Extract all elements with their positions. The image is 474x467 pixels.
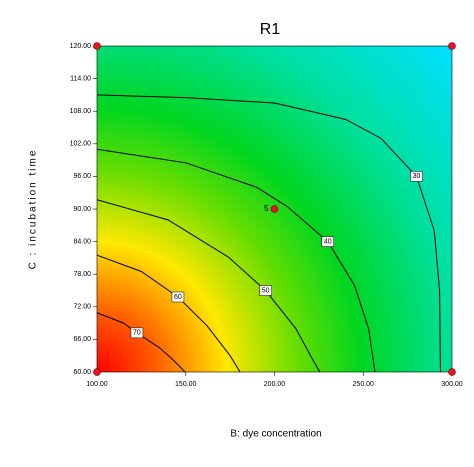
x-axis-label: B: dye concentration <box>230 429 321 440</box>
replicate-count: 5 <box>264 204 269 213</box>
design-point <box>448 368 456 376</box>
y-axis-label: C : incubation time <box>28 149 39 270</box>
y-tick-label: 90.00 <box>73 206 91 213</box>
contour-label-box <box>171 291 185 303</box>
contour-label-box <box>259 285 272 296</box>
contour-label: 50 <box>262 287 270 294</box>
y-tick-label: 108.00 <box>70 108 92 115</box>
y-tick-label: 120.00 <box>70 43 92 50</box>
y-tick-label: 114.00 <box>70 75 91 82</box>
y-tick-label: 102.00 <box>70 141 92 148</box>
contour-label-box <box>410 171 423 182</box>
design-point <box>448 42 456 50</box>
contour-label: 60 <box>174 294 182 301</box>
x-tick-label: 200.00 <box>264 381 286 388</box>
contour-label: 40 <box>324 238 332 245</box>
y-tick-label: 66.00 <box>73 336 91 343</box>
contour-line <box>96 254 241 373</box>
x-tick-label: 100.00 <box>86 381 108 388</box>
contour-line <box>96 148 376 373</box>
x-tick-label: 250.00 <box>353 381 375 388</box>
y-tick-label: 78.00 <box>73 271 91 278</box>
design-point <box>93 368 101 376</box>
contour-label: 30 <box>413 173 421 180</box>
x-tick-label: 300.00 <box>441 381 463 388</box>
chart-title: R1 <box>260 21 281 38</box>
y-tick-label: 72.00 <box>73 304 91 311</box>
contour-line <box>96 94 441 373</box>
y-tick-label: 60.00 <box>73 369 91 376</box>
design-point <box>270 205 279 213</box>
contour-label-box <box>130 327 144 339</box>
x-tick-label: 150.00 <box>175 381 197 388</box>
contour-label: 70 <box>133 330 141 337</box>
contour-line <box>96 312 186 373</box>
design-point <box>93 42 101 50</box>
y-tick-label: 84.00 <box>73 238 91 245</box>
y-tick-label: 96.00 <box>73 173 91 180</box>
contour-label-box <box>321 236 334 247</box>
